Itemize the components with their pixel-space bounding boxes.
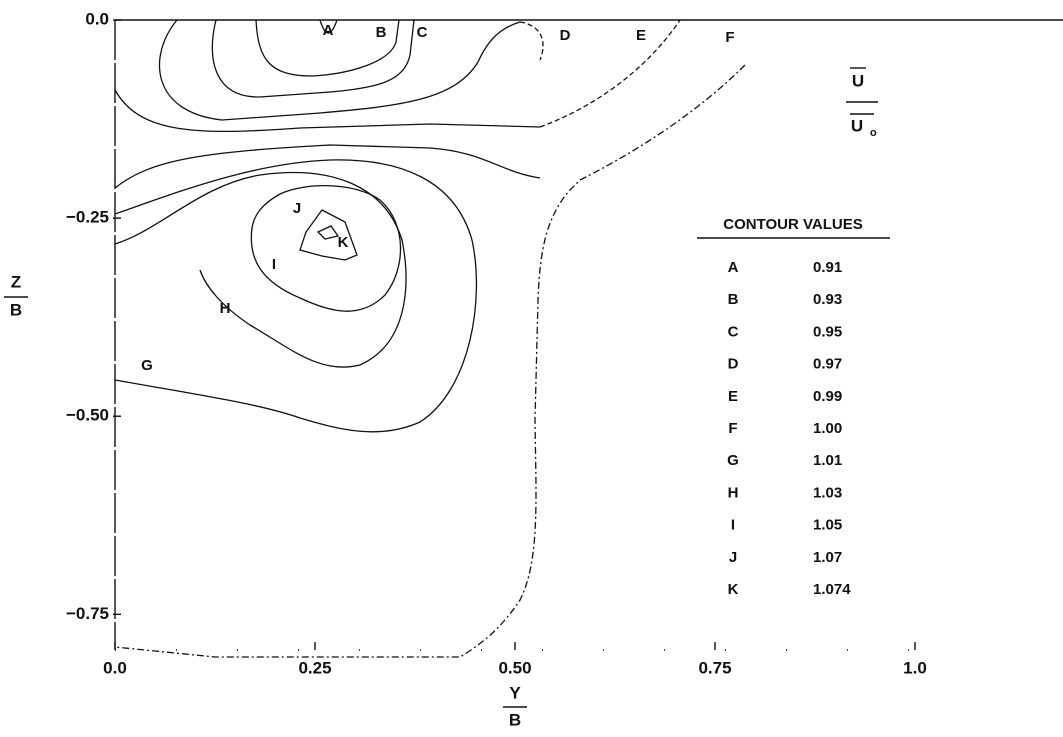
legend-letter: K	[728, 581, 739, 598]
y-tick-label: −0.50	[66, 406, 109, 425]
quantity-numerator: U	[852, 71, 864, 90]
contour-label: J	[293, 200, 301, 217]
contour-line	[114, 144, 541, 189]
contour-line	[316, 225, 340, 240]
legend-value: 0.91	[813, 259, 842, 276]
x-axis-label: Y	[509, 683, 521, 702]
legend-value: 1.01	[813, 452, 842, 469]
legend-value: 1.00	[813, 420, 842, 437]
legend-value: 0.95	[813, 323, 842, 340]
contour-labels: A B C D E F G H I J K	[141, 22, 734, 374]
legend-value: 1.03	[813, 484, 842, 501]
contour-label: F	[725, 29, 734, 46]
contour-label: A	[323, 22, 334, 39]
contour-line	[519, 21, 544, 61]
legend-value: 1.05	[813, 517, 842, 534]
legend-value: 0.93	[813, 291, 842, 308]
contour-line	[319, 19, 338, 34]
contour-label: G	[141, 357, 153, 374]
contour-line	[250, 184, 402, 312]
contour-line	[114, 89, 541, 133]
legend-letter: F	[728, 420, 737, 437]
y-tick-label: −0.75	[66, 604, 109, 623]
contour-line	[114, 64, 746, 658]
contours	[114, 19, 746, 658]
legend-letter: D	[728, 356, 739, 373]
legend-letter: B	[728, 291, 739, 308]
legend-letter: G	[727, 452, 739, 469]
x-tick-label: 0.25	[298, 658, 331, 677]
contour-label: H	[220, 300, 231, 317]
contour-line	[299, 209, 358, 261]
legend-letter: I	[731, 517, 735, 534]
x-axis-label: B	[509, 710, 521, 729]
contour-label: B	[376, 24, 387, 41]
quantity-denominator: U	[851, 116, 863, 135]
x-tick-label: 0.0	[103, 658, 127, 677]
x-tick-label: 0.75	[698, 658, 731, 677]
y-tick-label: 0.0	[85, 9, 109, 28]
contour-label: I	[272, 256, 276, 273]
legend-letter: C	[728, 323, 739, 340]
contour-line	[114, 171, 407, 368]
contour-label: C	[417, 24, 428, 41]
legend-letter: J	[729, 549, 737, 566]
contour-line	[114, 159, 478, 433]
x-tick-label: 0.50	[498, 658, 531, 677]
legend-title: CONTOUR VALUES	[723, 216, 862, 233]
legend-letter: A	[728, 259, 739, 276]
contour-label: E	[636, 27, 646, 44]
contour-label: K	[338, 234, 349, 251]
contour-line	[158, 19, 521, 121]
legend-letter: H	[728, 484, 739, 501]
legend-value: 0.97	[813, 356, 842, 373]
y-axis-label: Z	[11, 272, 21, 291]
y-tick-label: −0.25	[66, 208, 109, 227]
y-axis-label: B	[10, 300, 22, 319]
contour-line	[255, 19, 400, 77]
contour-line	[211, 19, 415, 98]
legend-value: 0.99	[813, 388, 842, 405]
legend-value: 1.074	[813, 581, 851, 598]
contour-label: D	[560, 27, 571, 44]
legend-value: 1.07	[813, 549, 842, 566]
quantity-subscript: o	[870, 127, 877, 139]
x-tick-label: 1.0	[903, 658, 927, 677]
legend-letter: E	[728, 388, 738, 405]
